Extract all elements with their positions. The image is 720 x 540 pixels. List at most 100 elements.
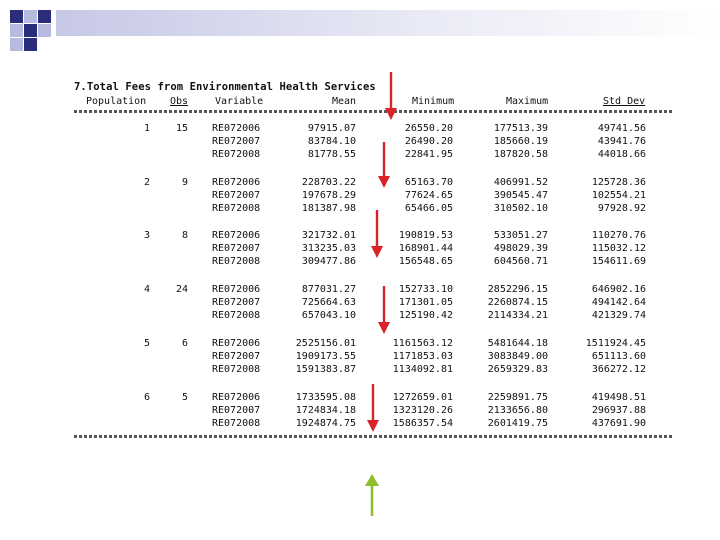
variable-cell: RE072008 [212,256,261,267]
mean-cell: 1733595.08 [295,392,356,403]
mean-cell: 197678.29 [301,190,356,201]
mean-cell: 725664.63 [301,297,356,308]
variable-cell: RE072006 [212,230,261,241]
obs-value: 5 [181,392,188,403]
minimum-cell: 1323120.26 [392,405,453,416]
maximum-cell: 3083849.00 [487,351,548,362]
std-dev-cell: 154611.69 [591,256,646,267]
mean-cell: 1909173.55 [295,351,356,362]
decor-gradient-bar [56,10,720,36]
mean-cell: 1924874.75 [295,418,356,429]
maximum-cell: 187820.58 [493,149,548,160]
red-arrow-down-icon [378,286,390,334]
minimum-cell: 65466.05 [404,203,453,214]
mean-cell: 97915.07 [307,123,356,134]
minimum-cell: 125190.42 [398,310,453,321]
decor-square [10,38,23,51]
std-dev-cell: 44018.66 [597,149,646,160]
obs-value: 8 [181,230,188,241]
variable-cell: RE072008 [212,418,261,429]
variable-cell: RE072006 [212,338,261,349]
header-variable: Variable [215,96,264,107]
std-dev-cell: 437691.90 [591,418,646,429]
decor-square [24,38,37,51]
std-dev-cell: 43941.76 [597,136,646,147]
std-dev-cell: 421329.74 [591,310,646,321]
variable-cell: RE072007 [212,351,261,362]
variable-cell: RE072007 [212,297,261,308]
obs-value: 15 [175,123,188,134]
header-maximum: Maximum [506,96,549,107]
minimum-cell: 1171853.03 [392,351,453,362]
mean-cell: 1724834.18 [295,405,356,416]
maximum-cell: 5481644.18 [487,338,548,349]
minimum-cell: 171301.05 [398,297,453,308]
std-dev-cell: 110270.76 [591,230,646,241]
mean-cell: 877031.27 [301,284,356,295]
minimum-cell: 26490.20 [404,136,453,147]
mean-cell: 657043.10 [301,310,356,321]
red-arrow-down-icon [378,142,390,188]
maximum-cell: 2114334.21 [487,310,548,321]
std-dev-cell: 296937.88 [591,405,646,416]
std-dev-cell: 1511924.45 [585,338,646,349]
variable-cell: RE072008 [212,364,261,375]
std-dev-cell: 494142.64 [591,297,646,308]
header-minimum: Minimum [412,96,455,107]
minimum-cell: 22841.95 [404,149,453,160]
std-dev-cell: 125728.36 [591,177,646,188]
std-dev-cell: 49741.56 [597,123,646,134]
maximum-cell: 310502.10 [493,203,548,214]
mean-cell: 2525156.01 [295,338,356,349]
minimum-cell: 1586357.54 [392,418,453,429]
bottom-rule [74,435,672,438]
mean-cell: 321732.01 [301,230,356,241]
maximum-cell: 390545.47 [493,190,548,201]
mean-cell: 81778.55 [307,149,356,160]
top-rule [74,110,672,113]
variable-cell: RE072007 [212,190,261,201]
variable-cell: RE072007 [212,243,261,254]
variable-cell: RE072006 [212,123,261,134]
maximum-cell: 185660.19 [493,136,548,147]
minimum-cell: 77624.65 [404,190,453,201]
std-dev-cell: 115032.12 [591,243,646,254]
decor-square [24,24,37,37]
header-population: Population [86,96,147,107]
mean-cell: 228703.22 [301,177,356,188]
maximum-cell: 2601419.75 [487,418,548,429]
decor-square [24,10,37,23]
red-arrow-down-icon [385,72,397,120]
minimum-cell: 1161563.12 [392,338,453,349]
population-value: 4 [143,284,150,295]
obs-value: 9 [181,177,188,188]
maximum-cell: 533051.27 [493,230,548,241]
variable-cell: RE072006 [212,392,261,403]
red-arrow-down-icon [367,384,379,432]
variable-cell: RE072006 [212,177,261,188]
minimum-cell: 156548.65 [398,256,453,267]
green-arrow-up-icon [365,474,379,516]
decor-square [10,24,23,37]
decor-square [10,10,23,23]
variable-cell: RE072007 [212,136,261,147]
std-dev-cell: 646902.16 [591,284,646,295]
variable-cell: RE072008 [212,203,261,214]
std-dev-cell: 97928.92 [597,203,646,214]
std-dev-cell: 651113.60 [591,351,646,362]
population-value: 5 [143,338,150,349]
mean-cell: 181387.98 [301,203,356,214]
decor-square [38,10,51,23]
mean-cell: 1591383.87 [295,364,356,375]
maximum-cell: 406991.52 [493,177,548,188]
report-title: 7.Total Fees from Environmental Health S… [74,81,376,93]
variable-cell: RE072008 [212,149,261,160]
population-value: 2 [143,177,150,188]
maximum-cell: 2259891.75 [487,392,548,403]
std-dev-cell: 419498.51 [591,392,646,403]
mean-cell: 309477.86 [301,256,356,267]
maximum-cell: 498029.39 [493,243,548,254]
maximum-cell: 2659329.83 [487,364,548,375]
mean-cell: 83784.10 [307,136,356,147]
